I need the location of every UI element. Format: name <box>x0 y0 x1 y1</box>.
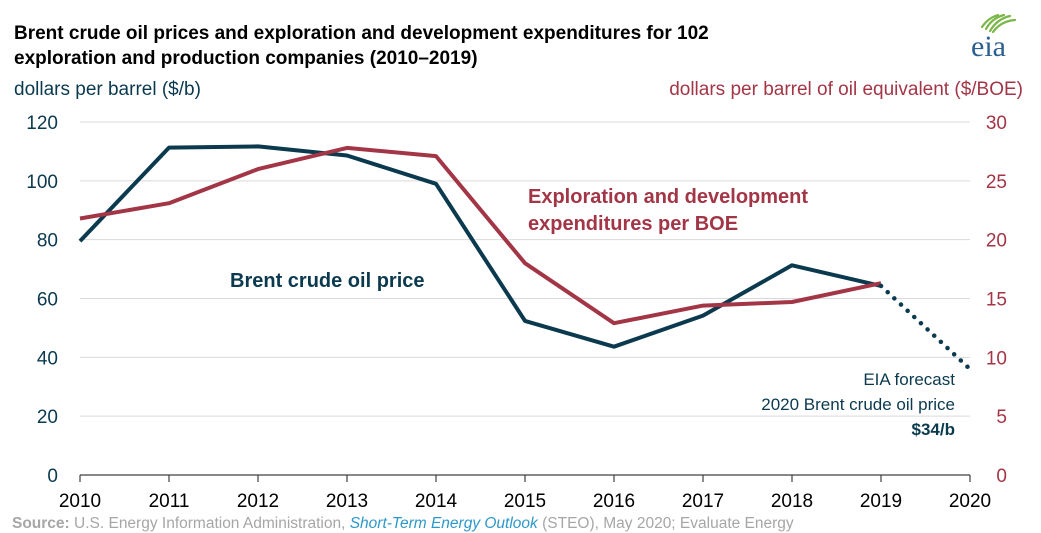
x-tick-label: 2014 <box>415 491 458 512</box>
right-tick-label: 25 <box>986 172 1007 193</box>
x-tick-label: 2017 <box>682 491 724 512</box>
left-axis-label: dollars per barrel ($/b) <box>14 79 201 100</box>
x-tick-label: 2020 <box>949 491 991 512</box>
eia-logo: eia <box>971 13 1017 63</box>
expenditure-series-label-line2: expenditures per BOE <box>528 213 738 235</box>
eia-logo-sun-icon <box>980 13 1017 34</box>
left-tick-label: 0 <box>47 466 58 487</box>
chart-title-line1: Brent crude oil prices and exploration a… <box>14 23 709 44</box>
left-tick-label: 120 <box>26 113 58 134</box>
right-tick-label: 5 <box>996 407 1007 428</box>
left-tick-label: 40 <box>37 348 58 369</box>
left-tick-label: 60 <box>37 290 58 311</box>
left-axis-ticks: 0 20 40 60 80 100 120 <box>26 113 58 487</box>
x-tick-label: 2019 <box>860 491 902 512</box>
forecast-label-line2: 2020 Brent crude oil price <box>761 395 955 414</box>
series-lines <box>78 144 973 372</box>
x-tick-label: 2016 <box>593 491 635 512</box>
right-axis-label: dollars per barrel of oil equivalent ($/… <box>669 79 1023 100</box>
right-tick-label: 30 <box>986 113 1007 134</box>
right-tick-label: 15 <box>986 290 1007 311</box>
x-tick-label: 2012 <box>237 491 279 512</box>
source-note: Source: U.S. Energy Information Administ… <box>12 515 794 532</box>
left-tick-label: 80 <box>37 231 58 252</box>
eia-logo-text: eia <box>971 30 1006 63</box>
right-tick-label: 0 <box>996 466 1007 487</box>
brent-price-line <box>78 144 882 349</box>
source-prefix: Source: <box>12 515 70 532</box>
left-tick-label: 100 <box>26 172 58 193</box>
chart-title-line2: exploration and production companies (20… <box>14 48 478 69</box>
x-tick-label: 2011 <box>149 491 190 512</box>
left-tick-label: 20 <box>37 407 58 428</box>
right-axis-ticks: 0 5 10 15 20 25 30 <box>986 113 1007 487</box>
source-text-1: U.S. Energy Information Administration, <box>70 515 350 532</box>
gridlines <box>80 121 970 417</box>
source-link[interactable]: Short-Term Energy Outlook <box>350 515 539 532</box>
brent-series-label: Brent crude oil price <box>230 270 425 292</box>
source-text-2: (STEO), May 2020; Evaluate Energy <box>538 515 794 532</box>
forecast-dotted-line <box>878 283 973 372</box>
forecast-label-line1: EIA forecast <box>863 370 955 389</box>
right-tick-label: 20 <box>986 231 1007 252</box>
expenditure-series-label-line1: Exploration and development <box>528 186 808 208</box>
x-tick-label: 2018 <box>771 491 813 512</box>
x-tick-label: 2015 <box>504 491 546 512</box>
x-tick-label: 2013 <box>326 491 368 512</box>
forecast-value: $34/b <box>912 420 955 439</box>
expenditure-line <box>79 145 882 326</box>
x-axis-ticks: 2010 2011 2012 2013 2014 2015 2016 2017 2018 2019… <box>59 474 991 512</box>
right-tick-label: 10 <box>986 348 1007 369</box>
x-tick-label: 2010 <box>59 491 101 512</box>
